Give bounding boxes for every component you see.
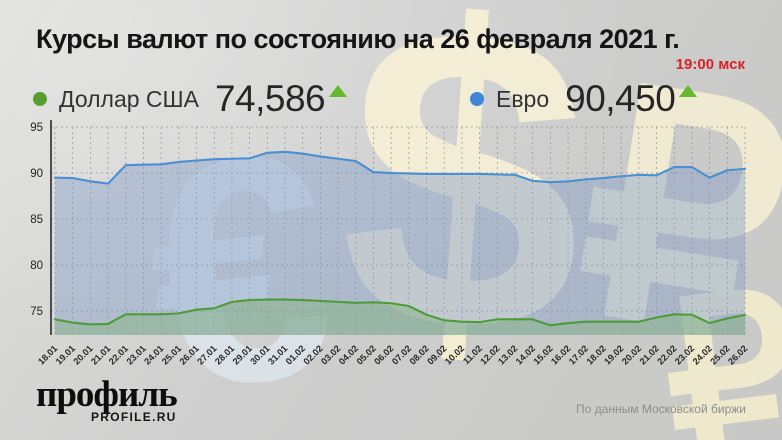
profil-logo: профиль PROFILE.RU [36,374,178,424]
svg-text:80: 80 [30,260,43,272]
svg-text:90: 90 [30,168,43,180]
svg-text:26.02: 26.02 [726,343,749,366]
euro-label: Евро [496,85,550,112]
svg-text:04.02: 04.02 [337,343,360,366]
svg-text:15.02: 15.02 [531,343,554,366]
data-source-note: По данным Московской биржи [576,402,746,416]
svg-text:21.01: 21.01 [89,343,112,366]
usd-dot-icon [33,92,47,106]
logo-domain: PROFILE.RU [90,410,177,424]
x-axis-labels: 18.0119.0120.0121.0122.0123.0124.0125.01… [36,343,749,366]
usd-value: 74,586 [214,78,326,119]
svg-text:26.01: 26.01 [178,343,201,366]
svg-text:18.02: 18.02 [585,343,608,366]
svg-text:19.01: 19.01 [54,343,77,366]
svg-text:02.02: 02.02 [301,343,324,366]
area-0 [55,151,745,335]
svg-text:27.01: 27.01 [195,343,218,366]
svg-text:25.01: 25.01 [160,343,183,366]
svg-text:28.01: 28.01 [213,343,236,366]
svg-text:18.01: 18.01 [36,343,59,366]
series-areas [55,151,745,335]
logo-wordmark: профиль [36,374,178,415]
svg-text:03.02: 03.02 [319,343,342,366]
svg-text:01.02: 01.02 [284,343,307,366]
svg-text:17.02: 17.02 [567,343,590,366]
svg-text:05.02: 05.02 [355,343,378,366]
svg-text:95: 95 [30,122,43,134]
usd-label: Доллар США [59,85,199,112]
svg-text:85: 85 [30,214,43,226]
svg-text:14.02: 14.02 [514,343,537,366]
svg-text:10.02: 10.02 [443,343,466,366]
svg-text:20.01: 20.01 [71,343,94,366]
svg-text:25.02: 25.02 [708,343,731,366]
svg-text:12.02: 12.02 [478,343,501,366]
svg-text:30.01: 30.01 [248,343,271,366]
svg-text:23.02: 23.02 [673,343,696,366]
svg-text:20.02: 20.02 [620,343,643,366]
svg-text:29.01: 29.01 [231,343,254,366]
series-lines [53,150,747,327]
svg-text:21.02: 21.02 [638,343,661,366]
y-axis-labels: 75 80 85 90 95 [30,122,43,318]
svg-text:13.02: 13.02 [496,343,519,366]
usd-up-arrow-icon [329,85,348,97]
legend-usd: Доллар США 74,586 [33,78,348,120]
euro-value: 90,450 [565,78,676,119]
line-1 [53,298,747,327]
svg-text:06.02: 06.02 [372,343,395,366]
svg-text:07.02: 07.02 [390,343,413,366]
svg-text:19.02: 19.02 [602,343,625,366]
line-0 [53,150,747,185]
svg-text:22.01: 22.01 [107,343,130,366]
svg-text:08.02: 08.02 [408,343,431,366]
legend-euro: Евро 90,450 [470,78,698,120]
svg-text:24.02: 24.02 [691,343,714,366]
svg-text:75: 75 [30,306,43,318]
euro-up-arrow-icon [679,85,698,97]
page-title: Курсы валют по состоянию на 26 февраля 2… [36,24,680,54]
svg-text:23.01: 23.01 [125,343,148,366]
chart-svg: 75 80 85 90 95 18.0119.0120.0121.0122.0123.01… [30,120,749,367]
svg-text:24.01: 24.01 [142,343,165,366]
svg-text:22.02: 22.02 [655,343,678,366]
svg-text:16.02: 16.02 [549,343,572,366]
time-note: 19:00 мск [675,56,745,73]
exchange-rate-chart: 75 80 85 90 95 18.01 19.01 20.01 21.01 22.01 23.01… [14,118,766,395]
svg-text:31.01: 31.01 [266,343,289,366]
euro-dot-icon [470,92,484,106]
area-1 [55,299,745,335]
svg-text:09.02: 09.02 [425,343,448,366]
